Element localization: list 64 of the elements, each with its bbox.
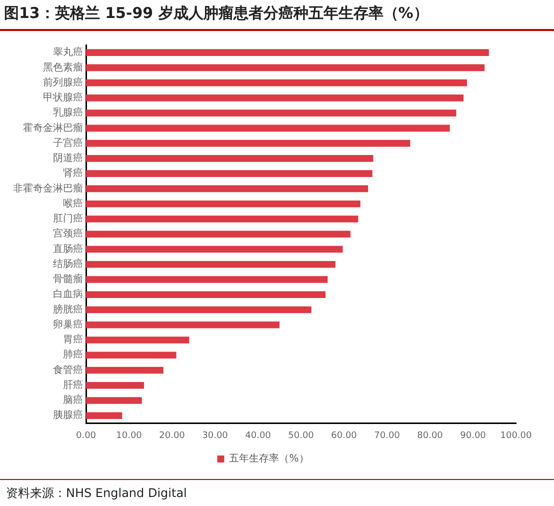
- bar: [86, 291, 326, 298]
- x-tick-label: 90.00: [460, 430, 486, 441]
- y-tick-label: 宫颈癌: [53, 228, 83, 240]
- y-tick-label: 乳腺癌: [53, 106, 83, 119]
- x-tick-label: 60.00: [331, 430, 358, 441]
- x-tick-label: 30.00: [202, 430, 228, 441]
- y-tick-label: 胃癌: [63, 334, 83, 346]
- x-tick-label: 70.00: [374, 430, 400, 441]
- x-tick-label: 40.00: [245, 430, 272, 441]
- bar: [86, 352, 176, 359]
- bar: [86, 185, 368, 192]
- bar: [86, 382, 144, 389]
- bar: [86, 246, 343, 253]
- y-tick-label: 脑癌: [63, 394, 83, 406]
- bar: [86, 412, 122, 420]
- bar: [86, 49, 489, 56]
- y-tick-label: 肛门癌: [53, 212, 83, 225]
- y-tick-label: 肾癌: [63, 167, 83, 180]
- y-tick-label: 肺癌: [63, 348, 83, 361]
- bar: [86, 200, 360, 208]
- y-tick-label: 睾丸癌: [53, 46, 83, 58]
- bar: [86, 397, 142, 404]
- bar: [86, 336, 190, 344]
- y-tick-label: 喉癌: [63, 197, 83, 210]
- bar: [86, 260, 336, 268]
- bar: [86, 140, 410, 147]
- bar: [86, 79, 467, 86]
- y-tick-label: 食管癌: [53, 364, 83, 376]
- bar: [86, 170, 372, 177]
- bar: [86, 155, 374, 162]
- x-tick-label: 100.00: [500, 430, 532, 441]
- x-tick-label: 50.00: [288, 430, 314, 441]
- x-tick-label: 20.00: [159, 430, 186, 441]
- bar: [86, 216, 358, 222]
- bar: [86, 124, 450, 132]
- y-tick-label: 前列腺癌: [43, 76, 83, 88]
- x-tick-label: 10.00: [116, 430, 142, 441]
- y-tick-label: 肝癌: [63, 378, 83, 391]
- y-tick-label: 胰腺癌: [53, 409, 83, 422]
- bar: [86, 94, 464, 102]
- y-tick-label: 霍奇金淋巴瘤: [23, 122, 83, 134]
- y-tick-label: 直肠癌: [53, 242, 83, 255]
- y-tick-label: 非霍奇金淋巴瘤: [13, 182, 83, 194]
- bar: [86, 64, 485, 72]
- bar: [86, 306, 312, 314]
- y-tick-label: 子宫癌: [53, 136, 83, 149]
- legend-label: 五年生存率（%）: [229, 452, 309, 465]
- x-tick-label: 80.00: [417, 430, 444, 441]
- y-tick-label: 骨髓瘤: [53, 273, 83, 286]
- y-tick-label: 膀胱癌: [53, 303, 83, 316]
- bar: [86, 230, 350, 238]
- chart-title: 图13：英格兰 15-99 岁成人肿瘤患者分癌种五年生存率（%）: [4, 4, 428, 23]
- bar: [86, 321, 280, 328]
- y-tick-label: 卵巢癌: [53, 318, 83, 330]
- text: 资料来源：NHS England Digital: [6, 485, 187, 502]
- bar: [86, 276, 328, 283]
- y-tick-label: 甲状腺癌: [43, 92, 83, 104]
- bar: [86, 366, 164, 374]
- y-tick-label: 结肠癌: [53, 258, 83, 270]
- y-tick-label: 阴道癌: [53, 152, 83, 164]
- x-tick-label: 0.00: [76, 430, 96, 441]
- bar: [86, 110, 456, 116]
- y-tick-label: 白血病: [53, 288, 83, 300]
- y-tick-label: 黑色素瘤: [43, 61, 83, 74]
